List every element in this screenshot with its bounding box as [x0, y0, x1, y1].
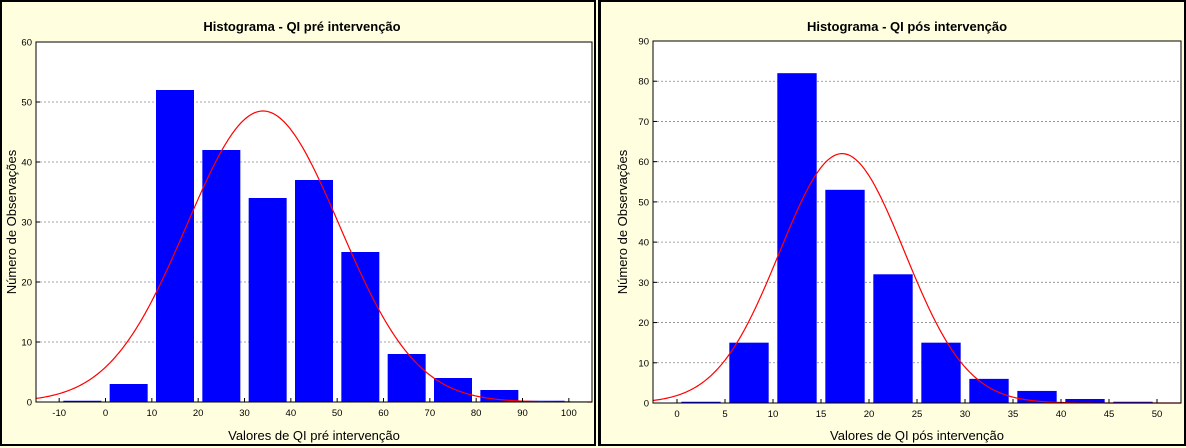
- y-tick-label: 20: [21, 278, 32, 289]
- x-tick-label: 50: [1152, 409, 1163, 420]
- histogram-bar: [777, 73, 817, 403]
- x-axis-label: Valores de QI pré intervenção: [228, 428, 400, 443]
- x-tick-label: 0: [103, 408, 108, 419]
- histogram-bar: [921, 342, 961, 403]
- x-tick-label: -10: [52, 408, 66, 419]
- chart-title: Histograma - QI pré intervenção: [203, 19, 400, 34]
- histogram-bar: [109, 384, 148, 402]
- x-tick-label: 40: [286, 408, 297, 419]
- y-tick-label: 10: [638, 358, 649, 369]
- y-axis-label: Número de Observações: [4, 149, 19, 294]
- y-tick-label: 70: [638, 117, 649, 128]
- y-tick-label: 40: [638, 238, 649, 249]
- x-tick-label: 100: [561, 408, 577, 419]
- x-tick-label: 60: [378, 408, 389, 419]
- y-tick-label: 30: [21, 218, 32, 229]
- y-tick-label: 0: [644, 399, 649, 410]
- y-tick-label: 80: [638, 77, 649, 88]
- x-tick-label: 35: [1008, 409, 1019, 420]
- normal-curve: [35, 110, 592, 403]
- histogram-bar: [156, 90, 194, 402]
- x-tick-label: 15: [816, 409, 827, 420]
- x-tick-label: 70: [425, 408, 436, 419]
- histogram-bar: [969, 378, 1009, 403]
- histogram-bar: [1065, 398, 1105, 403]
- y-tick-label: 0: [27, 398, 32, 409]
- y-tick-label: 50: [21, 98, 32, 109]
- histogram-bar: [295, 180, 333, 402]
- x-tick-label: 10: [147, 408, 158, 419]
- histogram-bar: [873, 274, 913, 403]
- histogram-post-chart: 0 10 20 30 40 50 60 70 80 90 0 5 10 15 20 25 30 35 40 45 50 H…: [615, 19, 1182, 443]
- x-tick-label: 30: [239, 408, 250, 419]
- x-tick-label: 90: [517, 408, 528, 419]
- y-axis-label: Número de Observações: [615, 149, 630, 294]
- x-tick-label: 5: [722, 409, 727, 420]
- histogram-bar: [341, 252, 380, 402]
- y-tick-label: 90: [638, 37, 649, 48]
- histogram-bar: [729, 342, 769, 403]
- x-axis-label: Valores de QI pós intervenção: [830, 428, 1004, 443]
- x-tick-label: 20: [864, 409, 875, 420]
- y-tick-label: 40: [21, 158, 32, 169]
- y-tick-label: 60: [21, 38, 32, 49]
- x-tick-label: 25: [912, 409, 923, 420]
- x-tick-label: 50: [332, 408, 343, 419]
- x-tick-label: 40: [1056, 409, 1067, 420]
- x-tick-label: 45: [1104, 409, 1115, 420]
- histogram-bar: [825, 189, 865, 403]
- chart-title: Histograma - QI pós intervenção: [807, 19, 1007, 34]
- histogram-panel-pre: 0 10 20 30 40 50 60 -10 0 10 20 30 40 50 60 70 80 90 100 Hi…: [0, 0, 596, 446]
- histogram-panel-post: 0 10 20 30 40 50 60 70 80 90 0 5 10 15 20 25 30 35 40 45 50 H…: [598, 0, 1186, 446]
- histogram-bar: [387, 354, 426, 402]
- x-tick-label: 0: [674, 409, 679, 420]
- y-tick-label: 20: [638, 318, 649, 329]
- x-tick-label: 30: [960, 409, 971, 420]
- y-tick-label: 10: [21, 338, 32, 349]
- x-tick-label: 80: [471, 408, 482, 419]
- histogram-pre-chart: 0 10 20 30 40 50 60 -10 0 10 20 30 40 50 60 70 80 90 100 Hi…: [4, 19, 593, 443]
- histogram-bar: [248, 198, 287, 402]
- y-tick-label: 60: [638, 157, 649, 168]
- x-tick-label: 10: [768, 409, 779, 420]
- y-tick-label: 30: [638, 278, 649, 289]
- histogram-bar: [202, 150, 241, 402]
- y-tick-label: 50: [638, 197, 649, 208]
- x-tick-label: 20: [193, 408, 204, 419]
